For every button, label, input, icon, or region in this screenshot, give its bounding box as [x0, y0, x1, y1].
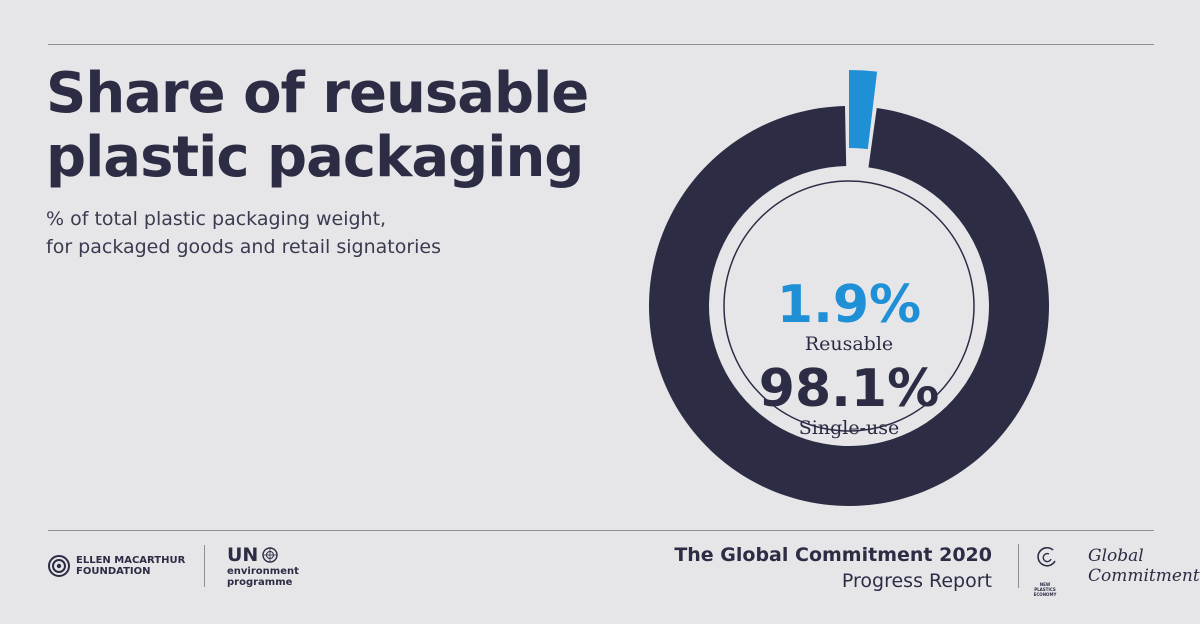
single-use-label: Single-use	[799, 417, 899, 439]
report-info: The Global Commitment 2020 Progress Repo…	[674, 543, 992, 593]
global-commitment-wordmark: Global Commitment	[1088, 546, 1200, 586]
report-subtitle: Progress Report	[841, 570, 992, 592]
slice-single-use	[649, 106, 1049, 507]
concentric-circles-icon	[48, 555, 70, 577]
chart-subtitle: % of total plastic packaging weight, for…	[46, 208, 442, 258]
chart-title: Share of reusable plastic packaging	[46, 61, 589, 190]
inner-ring	[723, 180, 975, 432]
emf-name: ELLEN MACARTHUR FOUNDATION	[76, 555, 186, 577]
new-plastics-economy-icon	[1037, 547, 1056, 567]
report-separator	[1018, 544, 1019, 588]
donut-chart: 1.9% Reusable 98.1% Single-use	[649, 70, 1049, 507]
partner-logos: ELLEN MACARTHUR FOUNDATION UN environmen…	[48, 544, 299, 588]
reusable-label: Reusable	[805, 333, 893, 355]
un-environment-logo: UN environment programme	[227, 545, 299, 588]
reusable-value-label: 1.9%	[777, 275, 921, 335]
un-emblem-icon	[262, 546, 279, 563]
logo-separator	[204, 545, 205, 587]
npe-text: NEW PLASTICS ECONOMY	[1033, 582, 1057, 597]
un-word: UN	[227, 543, 259, 566]
bottom-divider	[48, 530, 1154, 531]
un-subtitle: environment programme	[227, 565, 299, 588]
ellen-macarthur-logo: ELLEN MACARTHUR FOUNDATION	[48, 555, 186, 577]
report-title: The Global Commitment 2020	[674, 544, 992, 566]
single-use-value-label: 98.1%	[759, 359, 939, 419]
slice-reusable	[849, 70, 878, 150]
top-divider	[48, 44, 1154, 45]
